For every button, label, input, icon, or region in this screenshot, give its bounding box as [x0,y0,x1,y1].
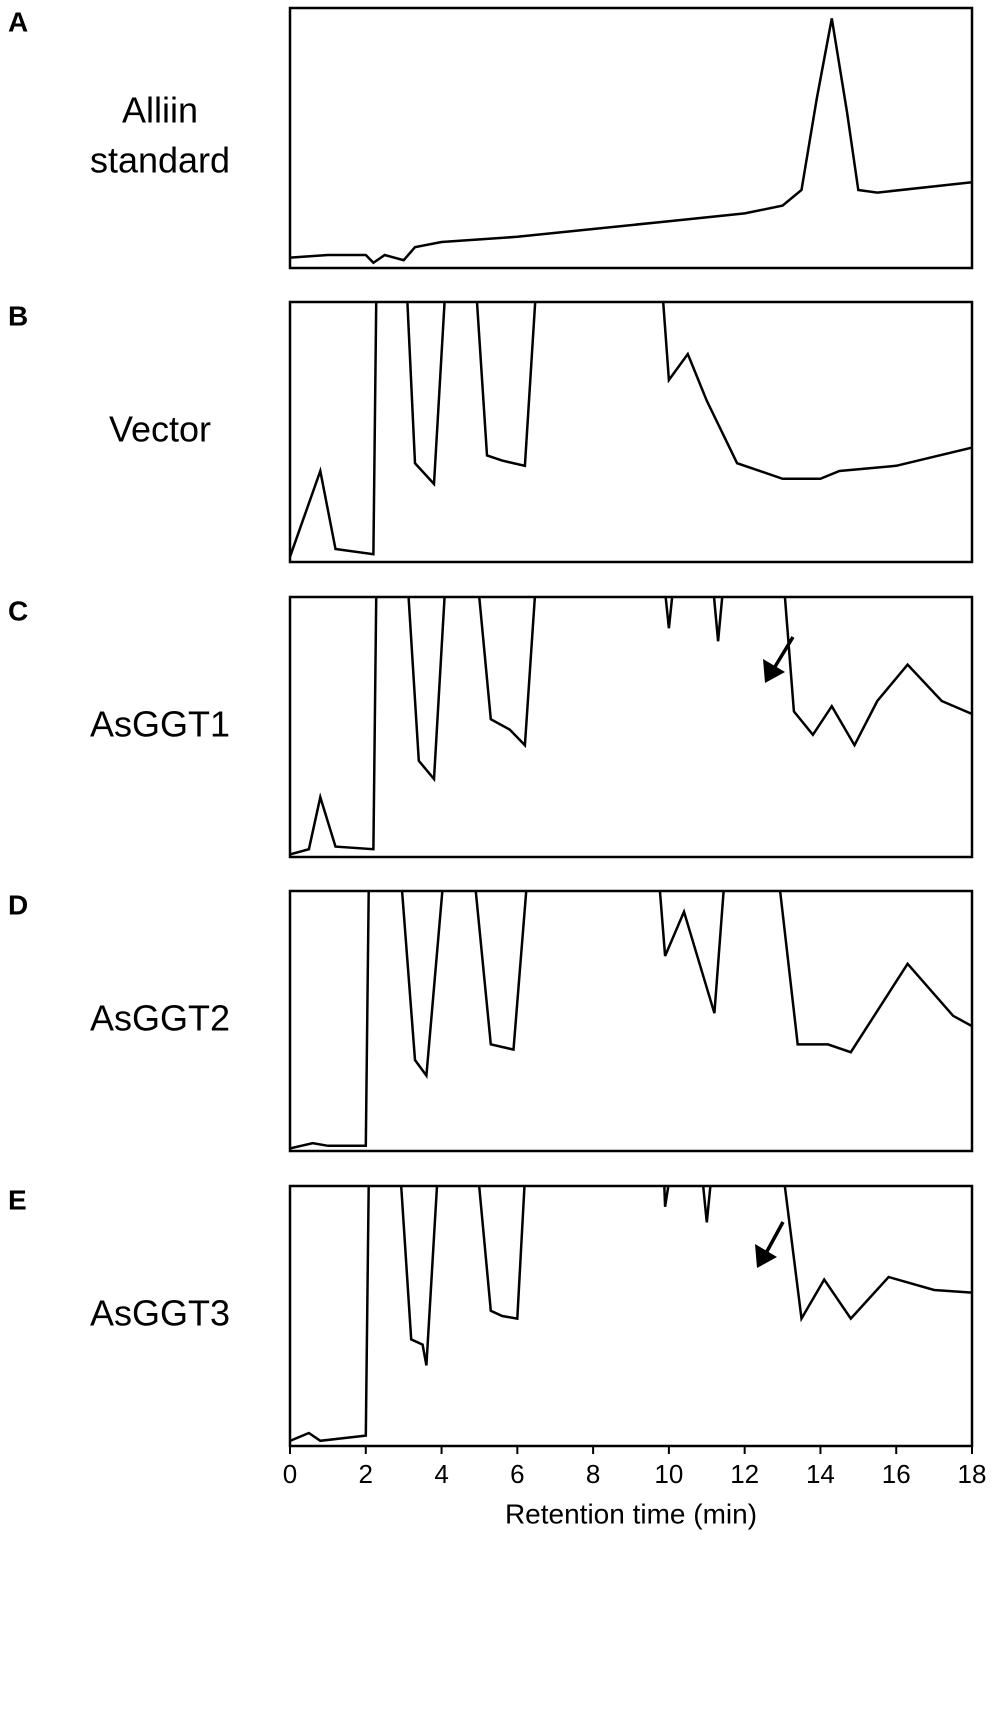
x-tick-label: 2 [359,1459,373,1489]
x-tick-label: 0 [283,1459,297,1489]
panel-letter: C [8,595,28,626]
panel-letter: D [8,889,28,920]
sample-label: Alliin [122,90,198,131]
panel-frame [288,6,974,270]
x-tick-label: 18 [958,1459,987,1489]
trace [290,891,972,1150]
sample-label: AsGGT1 [90,704,230,745]
sample-label: AsGGT2 [90,998,230,1039]
x-tick-label: 6 [510,1459,524,1489]
sample-label: Vector [109,409,211,450]
panel-letter: E [8,1184,27,1215]
x-tick-label: 12 [730,1459,759,1489]
panel-frame [288,1184,974,1448]
arrow-head [763,659,785,683]
panel-frame [288,300,974,564]
x-tick-label: 16 [882,1459,911,1489]
x-tick-label: 10 [654,1459,683,1489]
trace [290,1186,972,1443]
panel-frame [288,595,974,859]
panel-letter: A [8,6,28,37]
trace [290,597,972,856]
arrow-head [755,1244,777,1268]
x-tick-label: 14 [806,1459,835,1489]
sample-label: AsGGT3 [90,1293,230,1334]
x-tick-label: 4 [434,1459,448,1489]
x-tick-label: 8 [586,1459,600,1489]
panel-letter: B [8,300,28,331]
trace [290,18,972,265]
arrow-shaft [771,636,795,671]
sample-label: standard [90,140,230,181]
x-axis-title: Retention time (min) [505,1498,757,1529]
trace [290,302,972,558]
arrow-shaft [763,1221,785,1256]
panel-frame [288,889,974,1153]
